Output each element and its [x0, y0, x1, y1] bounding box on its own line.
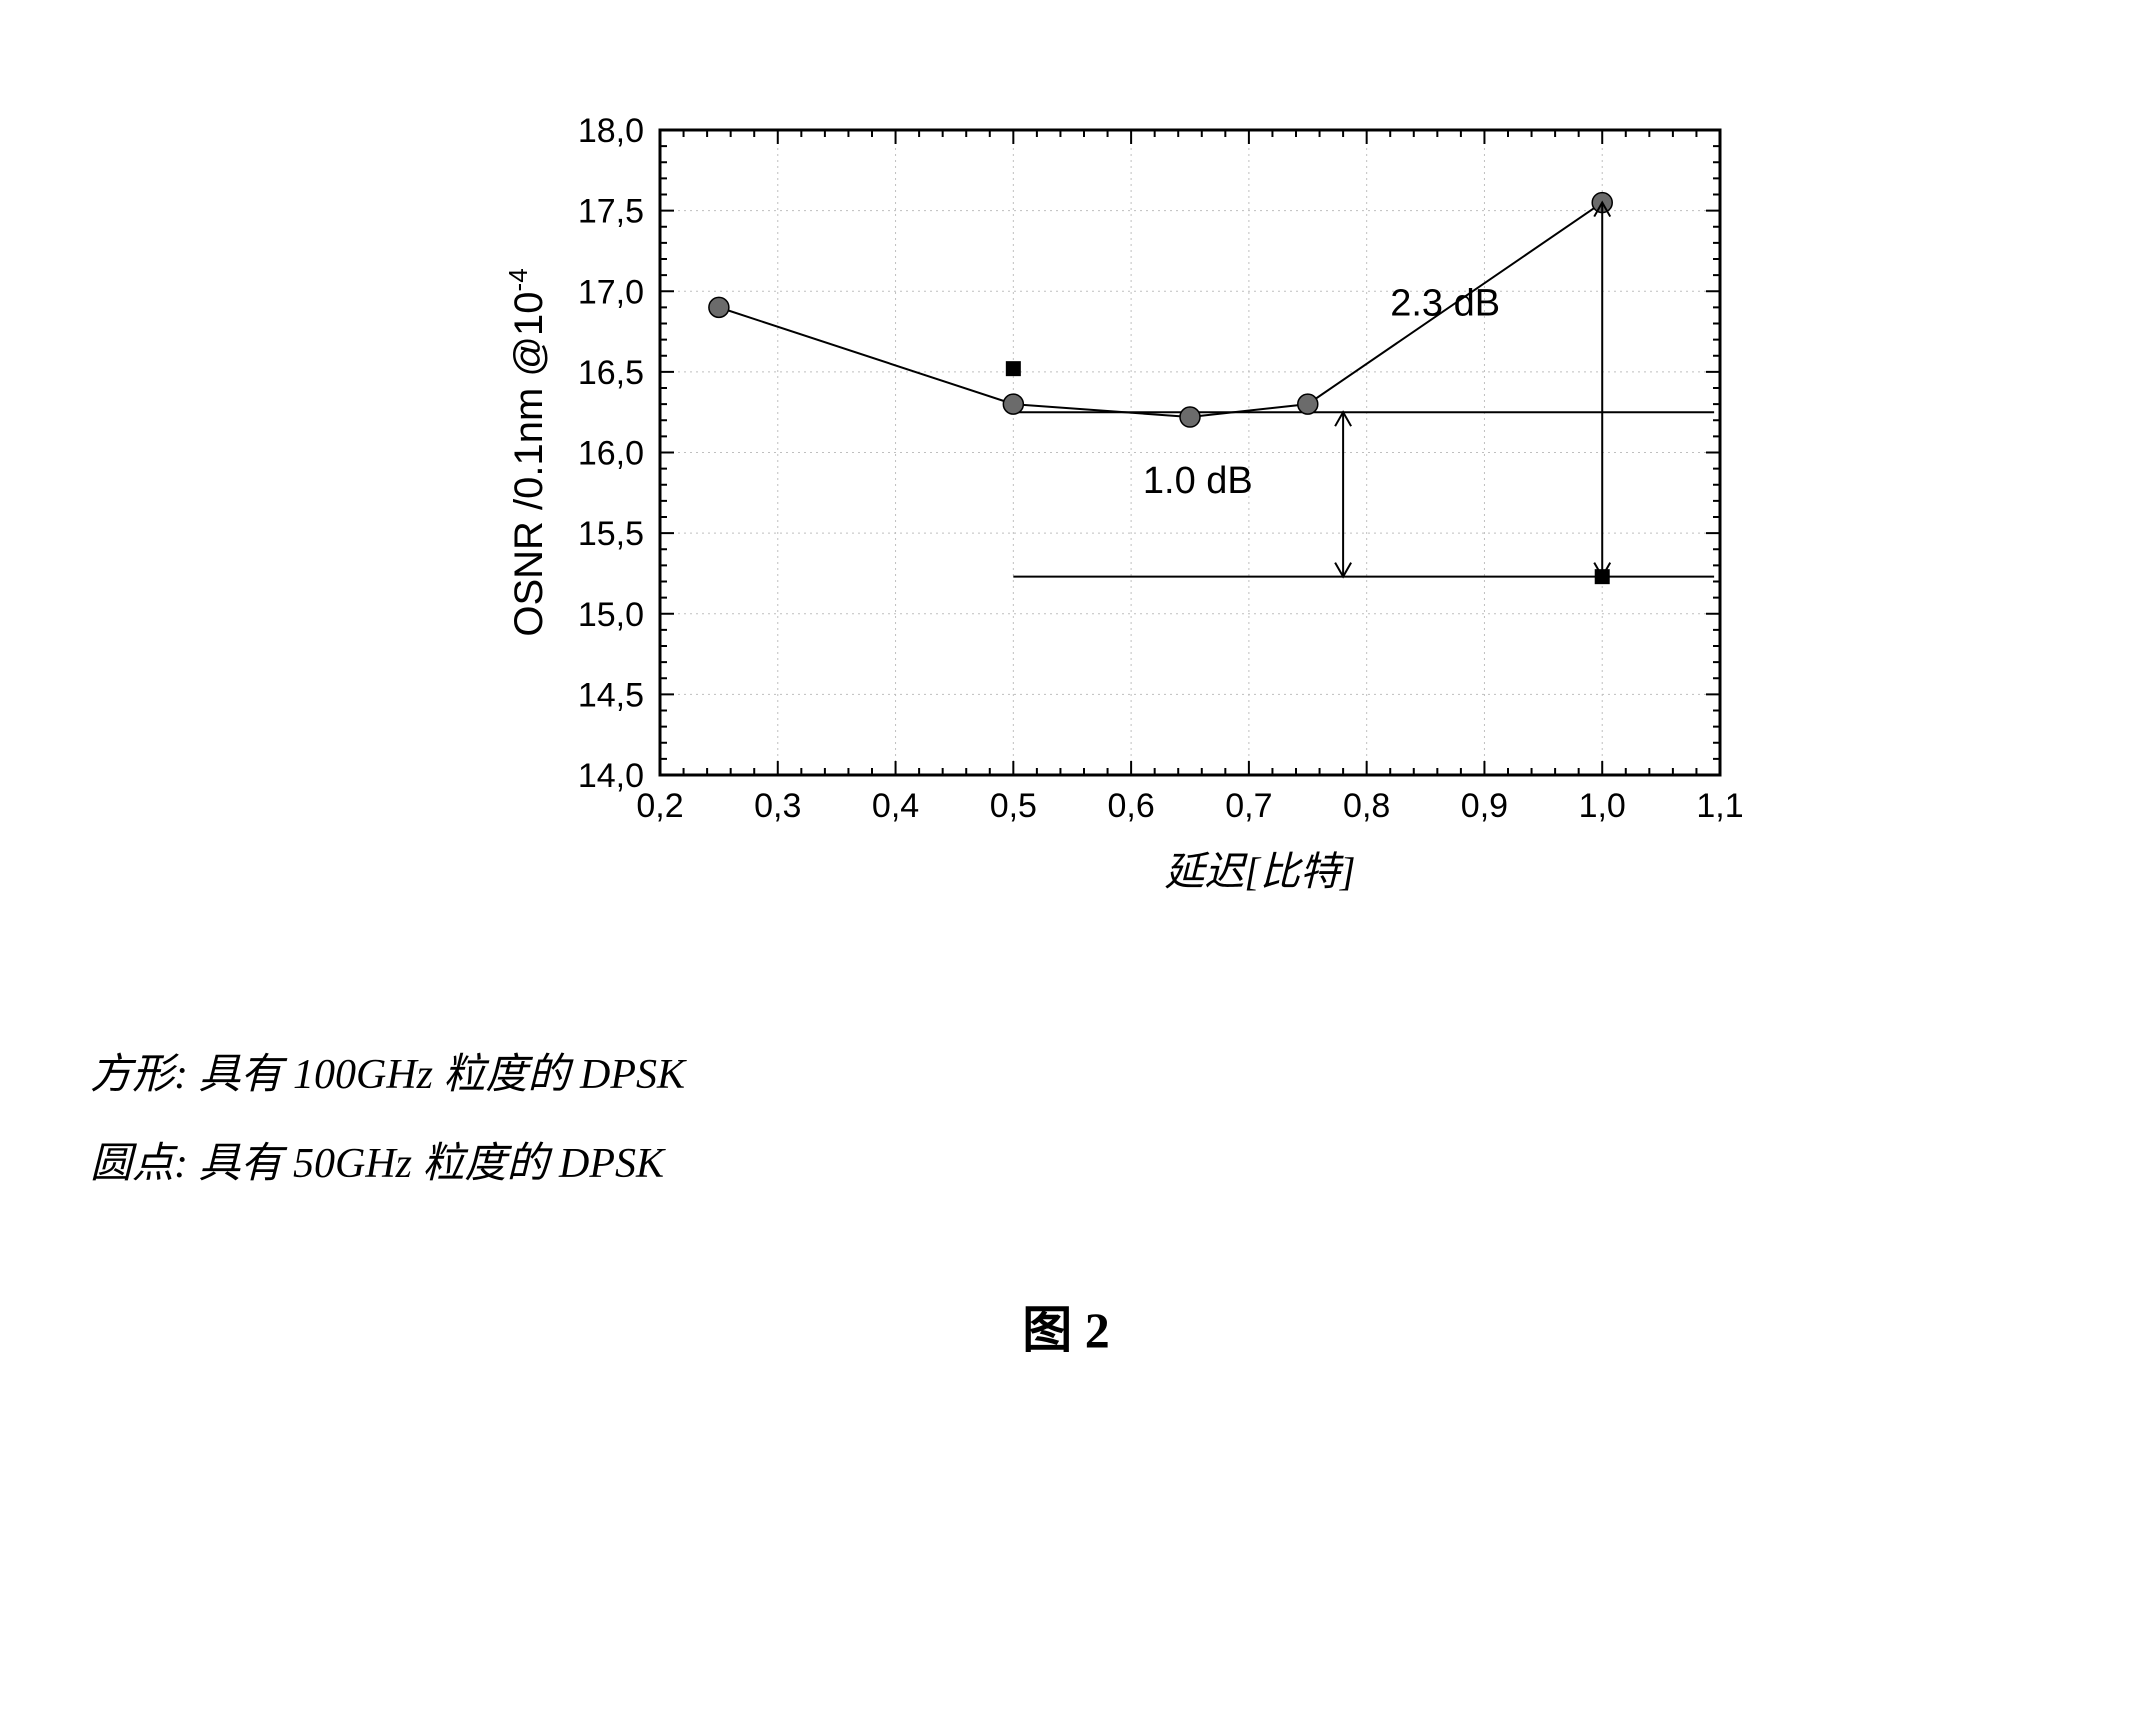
svg-text:0,9: 0,9: [1461, 787, 1508, 825]
svg-text:OSNR /0.1nm @10-4: OSNR /0.1nm @10-4: [503, 268, 551, 636]
svg-text:18,0: 18,0: [578, 112, 644, 150]
legend-block: 方形: 具有 100GHz 粒度的 DPSK 圆点: 具有 50GHz 粒度的 …: [90, 1040, 685, 1218]
legend-square: 方形: 具有 100GHz 粒度的 DPSK: [90, 1040, 685, 1101]
svg-text:0,5: 0,5: [990, 787, 1037, 825]
svg-text:14,0: 14,0: [578, 757, 644, 795]
svg-text:15,5: 15,5: [578, 515, 644, 553]
svg-text:17,0: 17,0: [578, 273, 644, 311]
chart-container: 0,20,30,40,50,60,70,80,91,01,114,014,515…: [490, 110, 1750, 925]
svg-text:1,0: 1,0: [1579, 787, 1626, 825]
svg-text:0,8: 0,8: [1343, 787, 1390, 825]
svg-text:16,0: 16,0: [578, 435, 644, 473]
svg-text:0,4: 0,4: [872, 787, 919, 825]
svg-text:1,1: 1,1: [1696, 787, 1743, 825]
svg-text:0,3: 0,3: [754, 787, 801, 825]
svg-text:16,5: 16,5: [578, 354, 644, 392]
svg-text:0,7: 0,7: [1225, 787, 1272, 825]
svg-text:延迟[比特]: 延迟[比特]: [1164, 849, 1355, 894]
svg-text:2.3 dB: 2.3 dB: [1390, 282, 1500, 324]
page: 0,20,30,40,50,60,70,80,91,01,114,014,515…: [0, 0, 2132, 1732]
chart-svg: 0,20,30,40,50,60,70,80,91,01,114,014,515…: [490, 110, 1750, 920]
figure-caption: 图 2: [0, 1290, 2132, 1362]
svg-text:1.0 dB: 1.0 dB: [1143, 460, 1253, 502]
svg-text:0,6: 0,6: [1107, 787, 1154, 825]
svg-text:17,5: 17,5: [578, 193, 644, 231]
svg-text:15,0: 15,0: [578, 596, 644, 634]
svg-text:14,5: 14,5: [578, 676, 644, 714]
legend-circle: 圆点: 具有 50GHz 粒度的 DPSK: [90, 1129, 685, 1190]
